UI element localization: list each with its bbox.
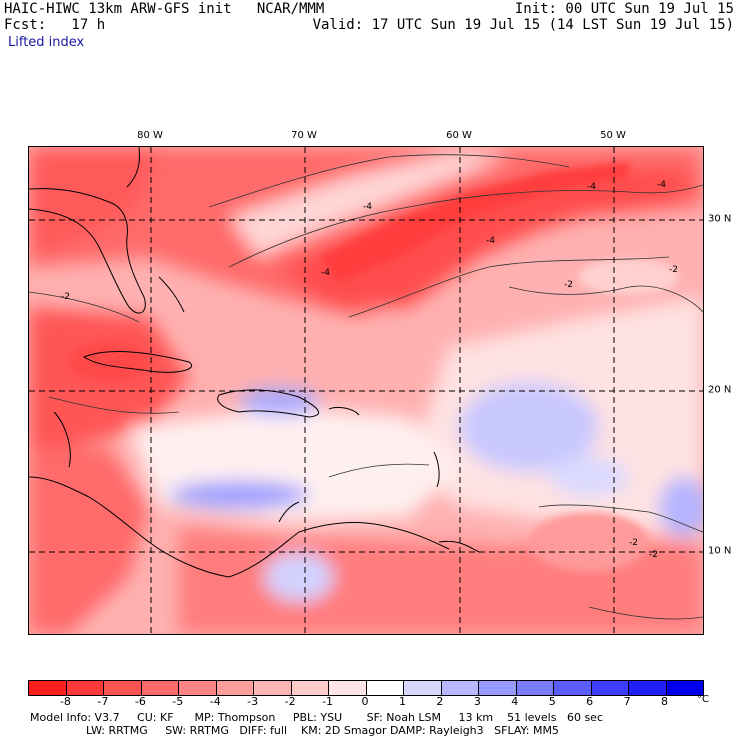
colorbar <box>28 680 704 696</box>
latitude-label: 30 N <box>708 213 732 225</box>
colorbar-tick-label: 3 <box>473 695 481 708</box>
contour-label: -4 <box>486 236 495 246</box>
contour-label: -4 <box>657 180 666 190</box>
colorbar-swatch <box>666 681 703 695</box>
colorbar-tick-label: -4 <box>209 695 221 708</box>
colorbar-swatch <box>104 681 142 695</box>
colorbar-swatch <box>441 681 479 695</box>
colorbar-swatch <box>554 681 592 695</box>
coastlines <box>29 147 480 578</box>
contour-label: -2 <box>61 292 70 302</box>
colorbar-tick-label: 0 <box>361 695 369 708</box>
init-time: Init: 00 UTC Sun 19 Jul 15 <box>514 1 734 17</box>
colorbar-tick-label: 4 <box>511 695 519 708</box>
colorbar-tick-label: 7 <box>623 695 631 708</box>
colorbar-swatch <box>29 681 67 695</box>
colorbar-tick-label: -2 <box>284 695 296 708</box>
valid-time: Valid: 17 UTC Sun 19 Jul 15 (14 LST Sun … <box>312 17 734 33</box>
colorbar-swatch <box>516 681 554 695</box>
latitude-label: 10 N <box>708 545 732 557</box>
contour-label: -2 <box>629 538 638 548</box>
latitude-label: 20 N <box>708 384 732 396</box>
colorbar-swatch <box>66 681 104 695</box>
colorbar-tick-label: 1 <box>398 695 406 708</box>
longitude-label: 70 W <box>291 130 317 141</box>
model-info-line2: LW: RRTMG SW: RRTMG DIFF: full KM: 2D Sm… <box>30 724 559 737</box>
colorbar-tick-label: -8 <box>59 695 71 708</box>
colorbar-swatch <box>591 681 629 695</box>
longitude-label: 60 W <box>446 130 472 141</box>
contour-label: -2 <box>649 550 658 560</box>
contour-label: -4 <box>587 182 596 192</box>
contour-label: -2 <box>564 280 573 290</box>
contour-label: -4 <box>321 268 330 278</box>
longitude-label: 80 W <box>137 130 163 141</box>
colorbar-swatch <box>179 681 217 695</box>
colorbar-swatch <box>479 681 517 695</box>
colorbar-tick-label: 5 <box>548 695 556 708</box>
colorbar-tick-label: -5 <box>172 695 184 708</box>
field-name: Lifted index <box>8 35 85 50</box>
contour-label: -4 <box>363 202 372 212</box>
colorbar-tick-label: -6 <box>134 695 146 708</box>
map-title: HAIC-HIWC 13km ARW-GFS init NCAR/MMM <box>4 1 325 17</box>
model-info-line1: Model Info: V3.7 CU: KF MP: Thompson PBL… <box>30 711 603 724</box>
colorbar-tick-label: -1 <box>322 695 334 708</box>
latlon-grid <box>29 147 703 634</box>
contour-label: -2 <box>669 265 678 275</box>
colorbar-unit: °C <box>697 694 709 705</box>
map-panel: -4 -4 -4 -4 -4 -2 -2 -2 -2 -2 <box>28 146 704 635</box>
colorbar-swatch <box>141 681 179 695</box>
colorbar-tick-label: 2 <box>436 695 444 708</box>
colorbar-swatch <box>366 681 404 695</box>
colorbar-swatch <box>291 681 329 695</box>
colorbar-swatch <box>404 681 442 695</box>
colorbar-tick-label: 8 <box>661 695 669 708</box>
colorbar-swatch <box>254 681 292 695</box>
colorbar-swatch <box>329 681 367 695</box>
colorbar-swatch <box>629 681 667 695</box>
lifted-index-map: -4 -4 -4 -4 -4 -2 -2 -2 -2 -2 <box>29 147 703 634</box>
colorbar-tick-label: -7 <box>97 695 109 708</box>
colorbar-swatch <box>216 681 254 695</box>
forecast-hour: Fcst: 17 h <box>4 17 106 33</box>
colorbar-tick-label: -3 <box>247 695 259 708</box>
colorbar-tick-label: 6 <box>586 695 594 708</box>
li-contours <box>29 154 703 620</box>
longitude-label: 50 W <box>600 130 626 141</box>
